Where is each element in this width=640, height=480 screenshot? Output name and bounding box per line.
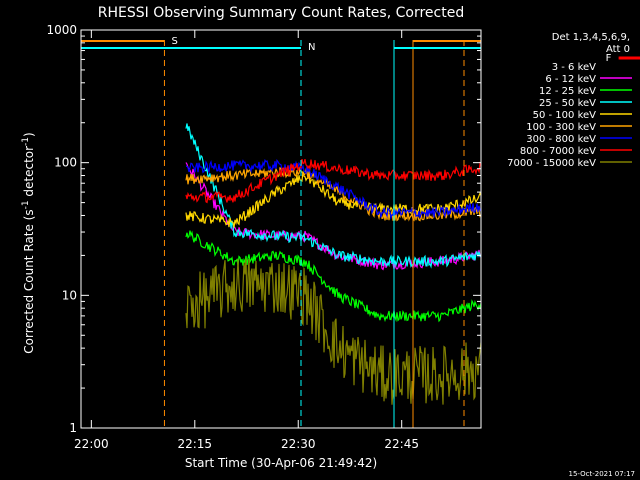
y-tick-label-1: 10 bbox=[62, 288, 77, 302]
x-axis-label: Start Time (30-Apr-06 21:49:42) bbox=[185, 456, 377, 470]
footer-date: 15-Oct-2021 07:17 bbox=[569, 470, 635, 478]
y-axis-label-end: ) bbox=[22, 132, 36, 137]
legend-label-1: 6 - 12 keV bbox=[545, 74, 596, 85]
plot-area bbox=[185, 123, 481, 405]
plot-frame bbox=[80, 29, 482, 429]
y-axis-label-main: Corrected Count Rate (s bbox=[22, 209, 36, 353]
legend-label-4: 50 - 100 keV bbox=[533, 110, 597, 121]
y-tick-label-0: 1 bbox=[69, 421, 77, 435]
legend-header-line2: Att 0 bbox=[606, 44, 630, 55]
marker-label-1: N bbox=[308, 42, 315, 53]
legend-header-line1: Det 1,3,4,5,6,9, bbox=[552, 32, 630, 43]
legend-label-5: 100 - 300 keV bbox=[526, 122, 596, 133]
x-tick-label-0: 22:00 bbox=[74, 437, 109, 451]
legend-label-0: 3 - 6 keV bbox=[552, 62, 596, 73]
legend-label-8: 7000 - 15000 keV bbox=[507, 158, 596, 169]
y-axis-label-mid: detector bbox=[22, 146, 36, 201]
series-line-6 bbox=[185, 158, 481, 220]
y-axis-label: Corrected Count Rate (s-1 detector-1) bbox=[21, 132, 36, 353]
series-line-0 bbox=[185, 169, 481, 393]
series-line-8 bbox=[185, 258, 481, 405]
legend-label-7: 800 - 7000 keV bbox=[520, 146, 596, 157]
x-tick-label-3: 22:45 bbox=[384, 437, 419, 451]
y-axis-label-sup1: -1 bbox=[21, 200, 31, 209]
series-line-4 bbox=[185, 171, 481, 228]
y-axis-label-sup2: -1 bbox=[21, 137, 31, 146]
legend-label-3: 25 - 50 keV bbox=[539, 98, 596, 109]
plot-inner bbox=[185, 123, 481, 405]
x-tick-label-2: 22:30 bbox=[281, 437, 316, 451]
series-line-2 bbox=[185, 230, 481, 323]
legend-label-6: 300 - 800 keV bbox=[526, 134, 596, 145]
axes: S N F 1 10 100 1000 22:00 22:15 22:30 22:45 bbox=[46, 23, 640, 451]
series-line-7 bbox=[185, 158, 481, 204]
y-tick-label-2: 100 bbox=[54, 156, 77, 170]
marker-label-0: S bbox=[171, 36, 177, 47]
series-line-3 bbox=[185, 123, 481, 269]
chart-title: RHESSI Observing Summary Count Rates, Co… bbox=[98, 5, 464, 21]
marker-label-flare: F bbox=[606, 53, 612, 64]
x-tick-label-1: 22:15 bbox=[177, 437, 212, 451]
legend-label-2: 12 - 25 keV bbox=[539, 86, 596, 97]
y-tick-label-3: 1000 bbox=[46, 23, 77, 37]
